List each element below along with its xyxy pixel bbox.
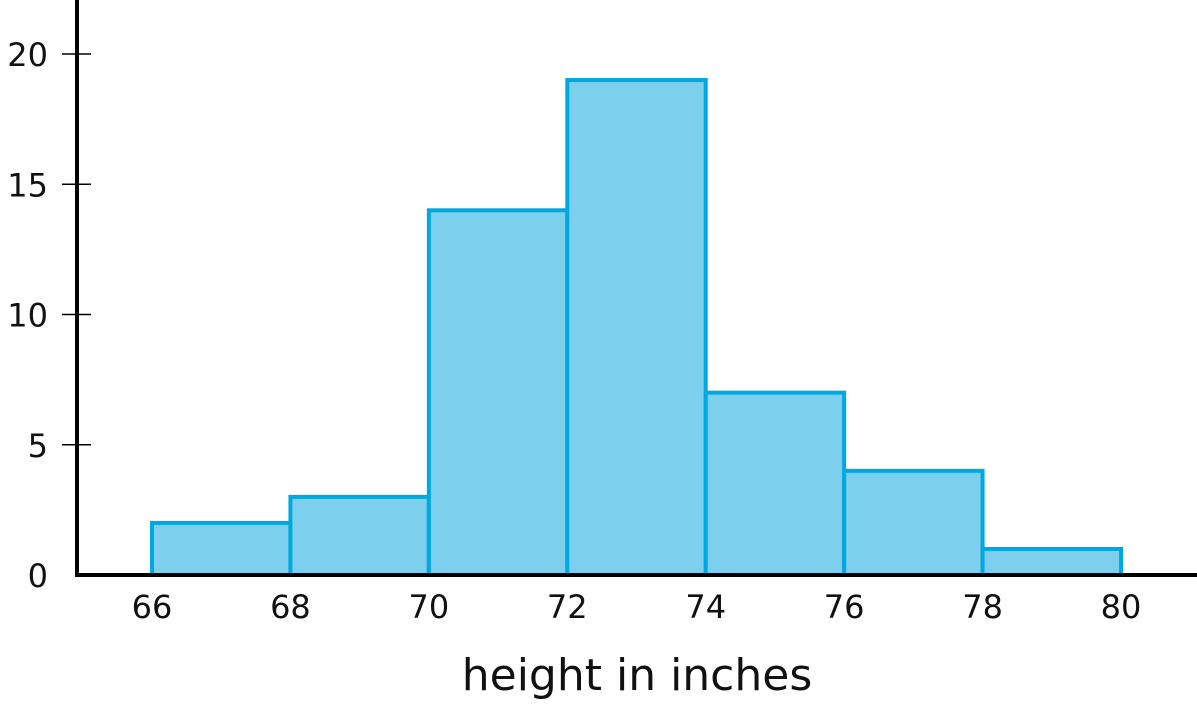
x-tick-label: 66 xyxy=(132,588,173,626)
x-tick-label: 80 xyxy=(1101,588,1142,626)
histogram-bar-76-78 xyxy=(842,468,985,577)
y-tick-label: 10 xyxy=(7,297,48,335)
y-tick-label: 5 xyxy=(28,427,48,465)
x-tick-label: 76 xyxy=(824,588,865,626)
histogram-bar-66-68 xyxy=(150,520,293,578)
x-tick-label: 72 xyxy=(547,588,588,626)
histogram-bar-70-72 xyxy=(426,208,570,578)
x-tick-label: 70 xyxy=(408,588,449,626)
bars-group xyxy=(150,78,1123,578)
histogram-bar-74-76 xyxy=(703,390,847,577)
y-tick-label: 15 xyxy=(7,166,48,204)
y-tick-label: 20 xyxy=(7,36,48,74)
y-ticks: 0 5 10 15 20 xyxy=(7,36,91,595)
histogram-bar-72-74 xyxy=(565,78,708,578)
y-tick-label: 0 xyxy=(28,557,48,595)
x-tick-label: 74 xyxy=(685,588,726,626)
x-ticks: 66 68 70 72 74 76 78 80 xyxy=(132,588,1142,626)
histogram-bar-68-70 xyxy=(288,494,431,578)
histogram-bar-78-80 xyxy=(980,546,1123,578)
x-tick-label: 78 xyxy=(962,588,1003,626)
x-tick-label: 68 xyxy=(270,588,311,626)
x-axis-title: height in inches xyxy=(462,650,813,701)
